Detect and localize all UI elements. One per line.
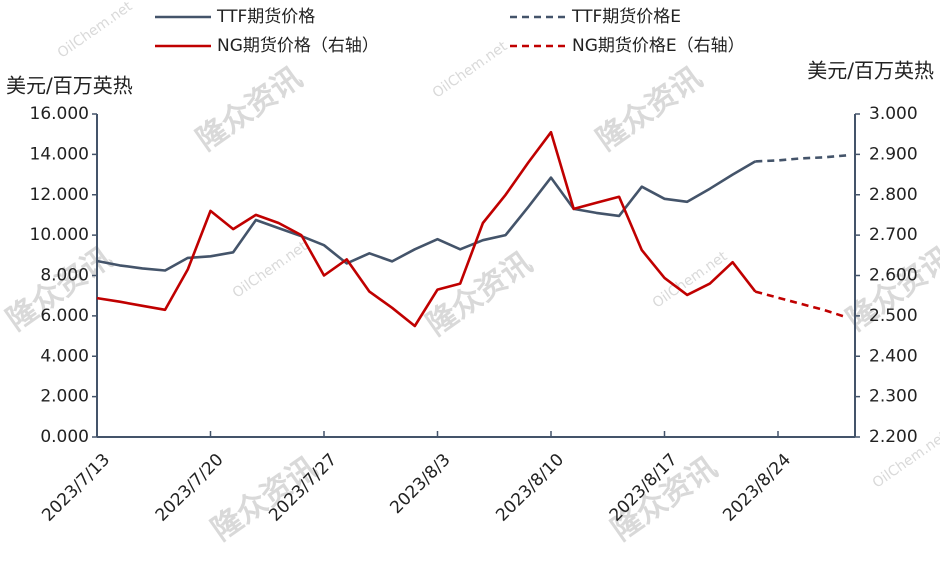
legend-label: NG期货价格E（右轴） [572, 36, 745, 56]
y-tick-label: 8.000 [40, 266, 89, 286]
x-tick-label: 2023/7/13 [38, 450, 114, 526]
y-tick-label: 2.000 [40, 387, 89, 407]
y2-tick-label: 2.300 [869, 387, 918, 407]
y2-axis-label: 美元/百万英热 [807, 59, 934, 83]
y-tick-label: 10.000 [30, 225, 89, 245]
watermark: 隆众资讯 [190, 60, 308, 157]
watermark-site: OilChem.net [650, 248, 731, 311]
legend-label: TTF期货价格 [216, 7, 315, 27]
watermark-site: OilChem.net [55, 0, 136, 62]
y-tick-label: 12.000 [30, 185, 89, 205]
y2-tick-label: 2.600 [869, 266, 918, 286]
x-tick-label: 2023/8/3 [386, 450, 454, 518]
y-axis-label: 美元/百万英热 [6, 74, 133, 98]
watermark-site: OilChem.net [430, 38, 511, 101]
watermark-site: OilChem.net [230, 238, 311, 301]
y-tick-label: 6.000 [40, 306, 89, 326]
series-line [96, 160, 756, 272]
legend-label: NG期货价格（右轴） [217, 36, 379, 56]
y2-tick-label: 2.900 [869, 144, 918, 164]
y-tick-label: 14.000 [30, 144, 89, 164]
y2-tick-label: 3.000 [869, 104, 918, 124]
y2-tick-label: 2.800 [869, 185, 918, 205]
series-line [755, 154, 847, 163]
legend-label: TTF期货价格E [571, 7, 681, 27]
x-tick-label: 2023/8/10 [492, 450, 568, 526]
y-tick-label: 16.000 [30, 104, 89, 124]
y2-tick-label: 2.500 [869, 306, 918, 326]
y-tick-label: 0.000 [40, 427, 89, 447]
y2-tick-label: 2.700 [869, 225, 918, 245]
y2-tick-label: 2.400 [869, 346, 918, 366]
series-line [754, 290, 847, 319]
watermark: 隆众资讯 [420, 245, 538, 342]
x-tick-label: 2023/8/24 [719, 450, 795, 526]
y-tick-label: 4.000 [40, 346, 89, 366]
y2-tick-label: 2.200 [869, 427, 918, 447]
series-line [96, 130, 757, 328]
watermark: 隆众资讯 [590, 60, 708, 157]
